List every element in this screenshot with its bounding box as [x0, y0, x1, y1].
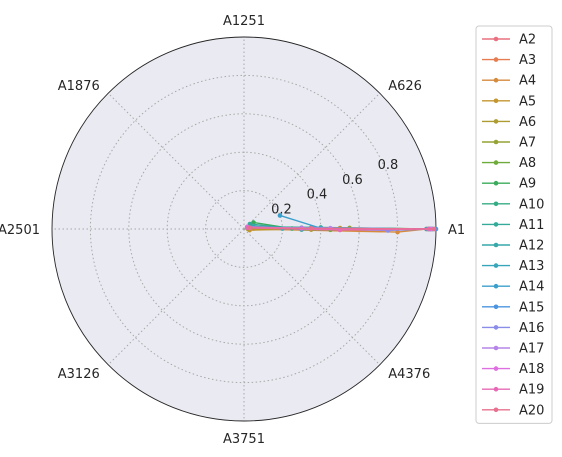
series-marker: [432, 227, 437, 232]
legend-swatch-marker: [494, 37, 499, 42]
angular-tick-label: A1: [448, 223, 465, 238]
legend-label: A18: [519, 362, 544, 377]
legend-label: A5: [519, 94, 536, 109]
legend-swatch-marker: [494, 284, 499, 289]
legend-swatch-marker: [494, 222, 499, 227]
polar-plot-area: 0.20.40.60.8A1A626A1251A1876A2501A3126A3…: [0, 14, 465, 447]
legend-label: A14: [519, 280, 544, 295]
legend-label: A8: [519, 156, 536, 171]
angular-tick-label: A2501: [0, 223, 40, 238]
legend-swatch-marker: [494, 140, 499, 145]
legend-label: A10: [519, 197, 544, 212]
series-marker: [278, 213, 283, 218]
series-marker: [309, 226, 314, 231]
legend-swatch-marker: [494, 325, 499, 330]
legend-swatch-marker: [494, 346, 499, 351]
legend-label: A16: [519, 321, 544, 336]
series-marker: [247, 226, 252, 231]
legend-swatch-marker: [494, 305, 499, 310]
angular-tick-label: A4376: [388, 367, 430, 382]
radial-tick-label: 0.4: [307, 188, 328, 203]
legend-swatch-marker: [494, 160, 499, 165]
legend-swatch-marker: [494, 408, 499, 413]
legend: A2 A3 A4 A5 A6 A7 A8 A9 A10 A11 A12 A13 A14 A15 A16 A17…: [476, 26, 552, 423]
legend-swatch-marker: [494, 387, 499, 392]
legend-swatch-marker: [494, 119, 499, 124]
legend-label: A7: [519, 136, 536, 151]
legend-label: A11: [519, 218, 544, 233]
legend-label: A15: [519, 300, 544, 315]
legend-label: A17: [519, 342, 544, 357]
legend-label: A20: [519, 403, 544, 418]
legend-swatch-marker: [494, 99, 499, 104]
legend-swatch-marker: [494, 243, 499, 248]
angular-tick-label: A1251: [223, 14, 265, 29]
angular-tick-label: A3126: [58, 367, 100, 382]
legend-label: A19: [519, 383, 544, 398]
angular-tick-label: A3751: [223, 432, 265, 447]
legend-label: A3: [519, 53, 536, 68]
legend-swatch-marker: [494, 202, 499, 207]
radial-tick-label: 0.6: [342, 173, 363, 188]
legend-swatch-marker: [494, 366, 499, 371]
legend-label: A4: [519, 74, 536, 89]
legend-label: A13: [519, 259, 544, 274]
legend-swatch-marker: [494, 78, 499, 83]
angular-tick-label: A626: [388, 79, 422, 94]
angular-tick-label: A1876: [58, 79, 100, 94]
legend-label: A9: [519, 177, 536, 192]
legend-swatch-marker: [494, 181, 499, 186]
legend-swatch-marker: [494, 263, 499, 268]
legend-label: A6: [519, 115, 536, 130]
radial-tick-label: 0.8: [378, 158, 399, 173]
legend-label: A12: [519, 239, 544, 254]
legend-label: A2: [519, 33, 536, 48]
legend-swatch-marker: [494, 57, 499, 62]
